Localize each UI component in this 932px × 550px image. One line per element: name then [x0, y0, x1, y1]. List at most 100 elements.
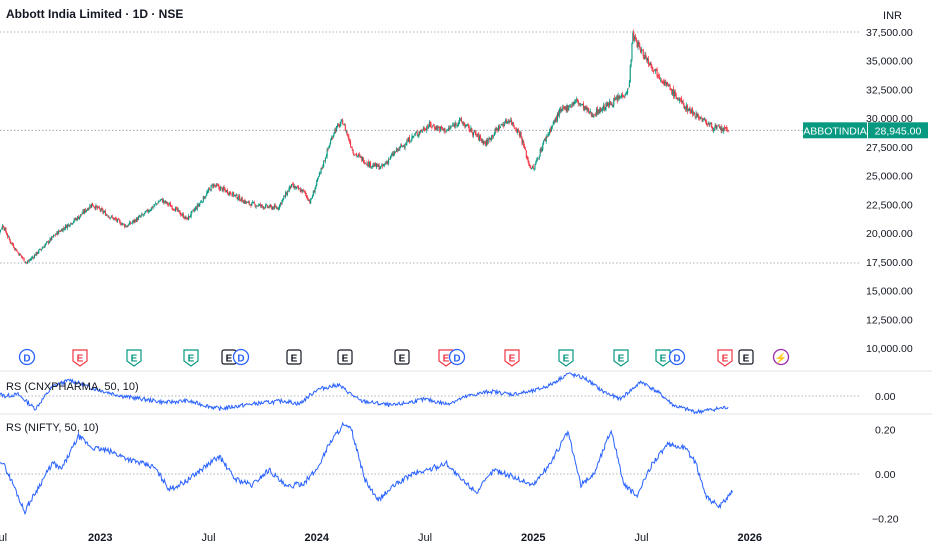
candle-body	[588, 108, 590, 113]
candle-body	[679, 99, 681, 102]
candle-body	[143, 212, 145, 215]
candle-body	[436, 125, 438, 130]
candle-body	[681, 101, 683, 102]
candle-body	[251, 202, 253, 206]
candle-body	[220, 187, 222, 191]
event-glyph: D	[673, 354, 680, 365]
earnings-event-icon: E	[504, 349, 520, 367]
candle-body	[12, 242, 14, 246]
indicator-label: RS (CNXPHARMA, 50, 10)	[6, 381, 139, 393]
candle-body	[395, 148, 397, 152]
rs-cnxpharma-pane[interactable]: RS (CNXPHARMA, 50, 10)	[0, 372, 860, 415]
candle-body	[21, 256, 23, 258]
earnings-badge	[72, 349, 88, 367]
candle-body	[461, 121, 463, 124]
candle-body	[163, 200, 165, 203]
candle-body	[548, 133, 550, 135]
candle-body	[511, 119, 513, 125]
candle-body	[89, 205, 91, 209]
candle-body	[97, 206, 100, 208]
candle-body	[413, 135, 415, 138]
candle-body	[474, 130, 476, 134]
candle-body	[724, 126, 726, 129]
candle-body	[303, 190, 305, 191]
candle-body	[302, 189, 304, 193]
candle-body	[625, 93, 627, 96]
earnings-badge	[717, 349, 733, 367]
candle-body	[491, 135, 493, 140]
candle-body	[85, 210, 87, 212]
candle-body	[530, 165, 532, 169]
candle-body	[475, 133, 477, 136]
candle-body	[430, 123, 432, 128]
candle-body	[106, 214, 108, 216]
candle-body	[232, 192, 234, 197]
candle-body	[614, 99, 617, 100]
candle-body	[336, 126, 338, 131]
candle-body	[378, 164, 380, 170]
candle-body	[595, 114, 597, 116]
candle-body	[634, 36, 636, 40]
candle-body	[517, 129, 519, 133]
candle-body	[559, 109, 561, 112]
candle-body	[503, 124, 505, 127]
candle-body	[566, 105, 568, 111]
candle-body	[621, 94, 623, 97]
earnings-badge	[183, 349, 199, 367]
candle-body	[168, 204, 170, 205]
candle-body	[167, 202, 169, 205]
candle-body	[382, 164, 384, 166]
candle-body	[577, 100, 579, 104]
candle-body	[52, 235, 55, 237]
candle-body	[170, 206, 172, 207]
candle-body	[39, 249, 42, 250]
candle-body	[45, 243, 47, 246]
candle-body	[8, 236, 10, 240]
candle-body	[22, 257, 24, 259]
currency-label: INR	[883, 10, 902, 22]
candle-body	[338, 124, 340, 128]
price-axis-label: 20,000.00	[866, 228, 913, 240]
candle-body	[712, 130, 714, 131]
candle-body	[418, 132, 420, 136]
candle-body	[215, 184, 217, 186]
rs-line	[0, 372, 729, 415]
candle-body	[74, 218, 76, 220]
candle-body	[440, 126, 442, 131]
candle-body	[632, 32, 634, 44]
candle-body	[65, 225, 67, 229]
candle-body	[677, 98, 679, 100]
rs-nifty-pane[interactable]: RS (NIFTY, 50, 10)	[0, 421, 860, 516]
candle-body	[569, 106, 571, 108]
price-axis-label: 10,000.00	[866, 343, 913, 355]
candle-body	[110, 217, 112, 219]
candle-body	[319, 171, 321, 173]
candle-body	[558, 110, 560, 117]
symbol-tag-label: ABBOTINDIA	[803, 125, 867, 137]
candle-body	[40, 249, 42, 251]
candle-body	[336, 124, 339, 128]
earnings-event-icon: E	[286, 349, 302, 365]
price-pane[interactable]	[0, 29, 729, 265]
candle-body	[488, 138, 490, 139]
candle-body	[686, 105, 688, 112]
candle-body	[140, 215, 142, 217]
candle-body	[346, 131, 348, 135]
candle-body	[364, 162, 366, 164]
price-axis-label: 32,500.00	[866, 84, 913, 96]
candle-body	[618, 96, 620, 99]
candle-body	[470, 127, 472, 132]
rs1-axis-label: 0.00	[875, 391, 896, 403]
candle-body	[687, 109, 689, 112]
candle-body	[342, 120, 344, 125]
candle-body	[385, 162, 387, 164]
candle-body	[50, 238, 52, 241]
candle-body	[708, 123, 710, 126]
candle-body	[451, 126, 453, 128]
candle-body	[447, 128, 449, 131]
candle-body	[478, 133, 480, 140]
candle-body	[697, 115, 699, 116]
candle-body	[636, 42, 638, 48]
